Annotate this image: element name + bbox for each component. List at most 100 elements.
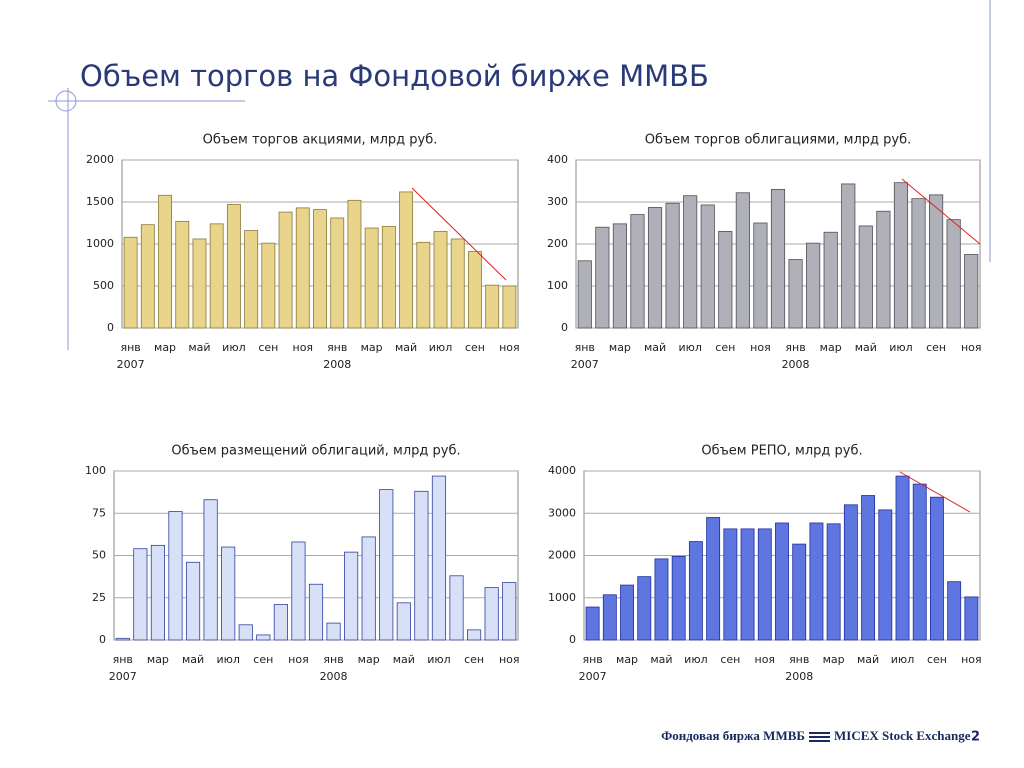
bar <box>595 226 610 329</box>
y-tick-label: 100 <box>547 279 568 292</box>
y-tick-label: 200 <box>547 237 568 250</box>
x-tick-label: май <box>393 653 415 666</box>
x-tick-label: янв <box>327 341 347 354</box>
x-tick-label: янв <box>323 653 343 666</box>
bar <box>753 222 768 329</box>
slide-title: Объем торгов на Фондовой бирже ММВБ <box>80 59 709 93</box>
x-tick-label: май <box>182 653 204 666</box>
bar <box>291 541 306 641</box>
chart-title: Объем торгов облигациями, млрд руб. <box>645 133 911 148</box>
bar <box>484 587 499 641</box>
x-tick-label: ноя <box>499 653 520 666</box>
x-tick-label: сен <box>926 341 946 354</box>
trend-line <box>899 471 971 513</box>
y-tick-label: 1000 <box>548 591 576 604</box>
chart-title: Объем торгов акциями, млрд руб. <box>203 133 438 148</box>
bar <box>502 285 517 329</box>
bar <box>792 543 807 641</box>
bar <box>964 254 979 329</box>
bar <box>278 211 293 329</box>
bar <box>665 202 680 329</box>
y-tick-label: 3000 <box>548 506 576 519</box>
x-tick-label: сен <box>465 341 485 354</box>
bar <box>964 596 979 641</box>
bar <box>895 475 910 641</box>
bar <box>688 541 703 641</box>
bar <box>788 259 803 329</box>
bar <box>683 195 698 329</box>
bar <box>168 511 183 641</box>
bar <box>911 198 926 329</box>
bar <box>133 548 148 641</box>
y-tick-label: 75 <box>92 506 106 519</box>
bar <box>485 284 500 329</box>
y-tick-label: 4000 <box>548 464 576 477</box>
bar <box>823 231 838 329</box>
bar <box>467 629 482 641</box>
bar <box>502 582 517 641</box>
y-tick-label: 2000 <box>86 153 114 166</box>
x-tick-label: июл <box>684 653 707 666</box>
bar <box>192 238 207 329</box>
bar <box>841 183 856 329</box>
bar <box>330 217 345 329</box>
y-tick-label: 2000 <box>548 549 576 562</box>
y-tick-label: 100 <box>85 464 106 477</box>
x-tick-label: мар <box>820 341 842 354</box>
x-tick-label: май <box>857 653 879 666</box>
bar <box>809 522 824 641</box>
bar <box>878 509 893 641</box>
x-tick-label: июл <box>216 653 239 666</box>
y-tick-label: 0 <box>99 633 106 646</box>
y-tick-label: 1500 <box>86 195 114 208</box>
bar <box>718 230 733 329</box>
bar <box>150 544 165 641</box>
bar <box>735 192 750 329</box>
y-tick-label: 0 <box>569 633 576 646</box>
x-tick-label: май <box>188 341 210 354</box>
bar <box>654 558 669 641</box>
x-tick-label: июл <box>889 341 912 354</box>
x-tick-label: мар <box>609 341 631 354</box>
footer-text: Фондовая биржа ММВБ <box>661 728 805 743</box>
x-tick-label: июл <box>678 341 701 354</box>
bar <box>826 523 841 641</box>
bar <box>209 223 224 329</box>
bar <box>740 528 755 641</box>
x-group-label: 2008 <box>323 358 351 371</box>
bar <box>858 225 873 329</box>
bar <box>861 495 876 641</box>
x-tick-label: мар <box>823 653 845 666</box>
x-tick-label: мар <box>616 653 638 666</box>
x-tick-label: сен <box>715 341 735 354</box>
x-tick-label: май <box>855 341 877 354</box>
x-tick-label: июл <box>891 653 914 666</box>
bar <box>158 194 172 329</box>
x-tick-label: янв <box>789 653 809 666</box>
x-tick-label: ноя <box>961 653 982 666</box>
footer-logo <box>809 732 830 742</box>
x-group-label: 2007 <box>109 670 137 683</box>
x-tick-label: мар <box>147 653 169 666</box>
bar <box>226 204 241 329</box>
decor-circle <box>55 90 77 112</box>
bar <box>706 517 721 641</box>
y-tick-label: 25 <box>92 591 106 604</box>
bar <box>585 606 600 641</box>
bar <box>123 236 138 329</box>
bar <box>361 536 376 641</box>
charts: Объем торгов акциями, млрд руб.050010001… <box>85 133 982 684</box>
bar <box>399 191 414 329</box>
x-tick-label: ноя <box>961 341 982 354</box>
bar <box>450 238 465 329</box>
bar <box>313 209 327 329</box>
bar <box>843 504 858 641</box>
x-tick-label: июл <box>222 341 245 354</box>
x-tick-label: янв <box>582 653 602 666</box>
bar <box>414 490 429 641</box>
x-group-label: 2007 <box>571 358 599 371</box>
bar <box>295 207 310 329</box>
bar <box>893 182 909 329</box>
bar <box>912 483 927 641</box>
x-tick-label: ноя <box>499 341 520 354</box>
